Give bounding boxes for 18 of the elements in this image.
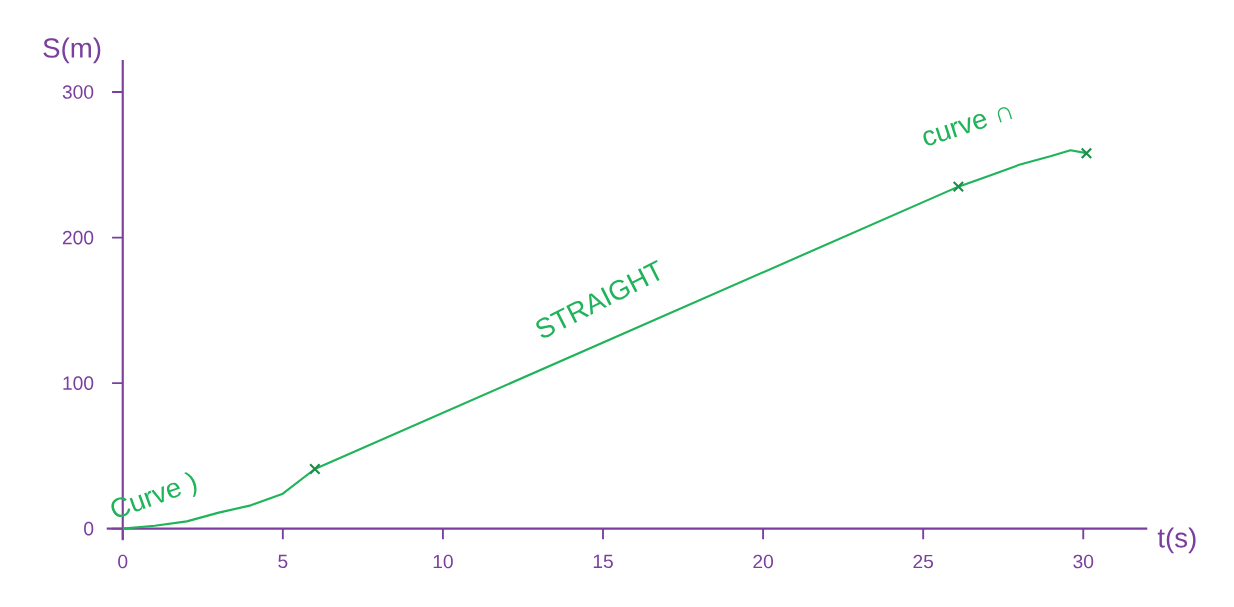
x-tick-label: 15 (593, 554, 613, 569)
y-tick-label: 0 (84, 521, 94, 536)
x-tick-label: 0 (118, 554, 128, 569)
x-tick-label: 25 (913, 554, 934, 569)
x-tick-label: 5 (278, 554, 288, 569)
point (1080, 147, 1093, 159)
y-tick-label: 200 (62, 230, 94, 245)
x-tick-label: 10 (433, 554, 453, 569)
y-axis-title: S(m) (43, 37, 101, 64)
x-tick-label: 20 (753, 554, 774, 569)
annotation: curve ∩ (923, 107, 1013, 146)
point (309, 463, 321, 475)
point (952, 180, 965, 193)
x-tick-label: 30 (1073, 554, 1094, 569)
x-axis-title: t(s) (1157, 527, 1196, 554)
y-tick-label: 300 (62, 85, 94, 99)
annotation: Curve ) (111, 472, 197, 518)
y-tick-label: 100 (63, 376, 94, 390)
